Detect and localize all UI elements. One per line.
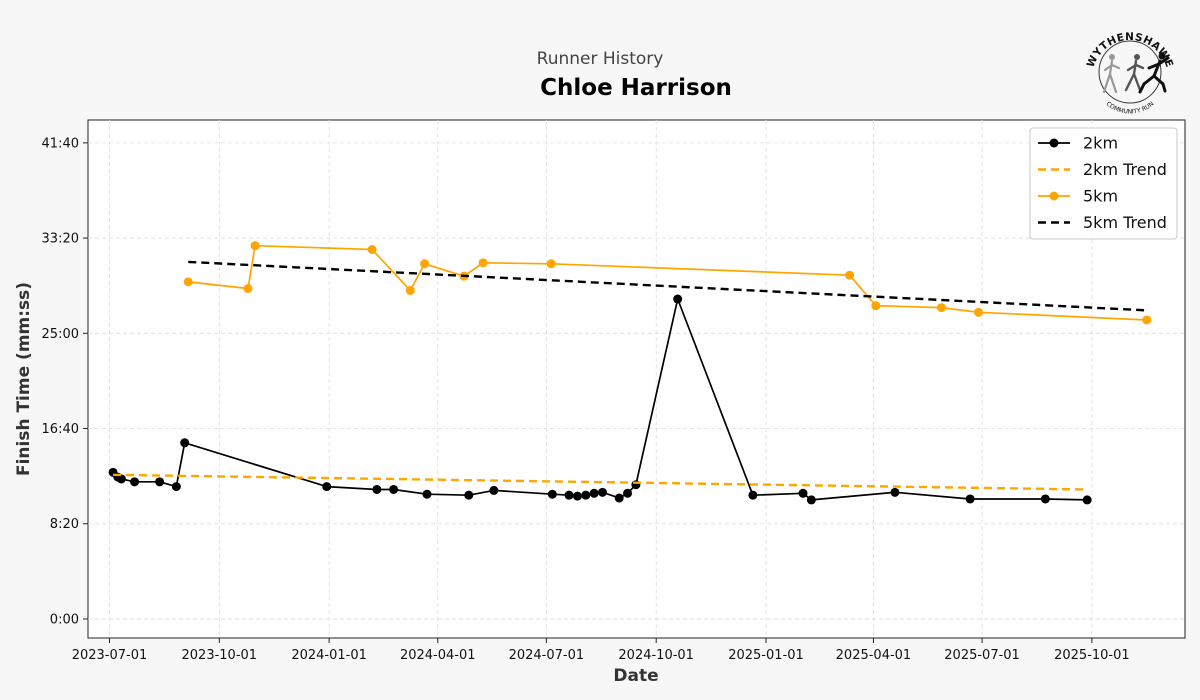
data-point-5km (546, 259, 556, 269)
series-line-5km (188, 244, 1147, 321)
legend-marker-2km (1049, 138, 1059, 148)
data-point-2km (489, 485, 499, 495)
data-point-5km (250, 241, 260, 251)
data-point-2km (372, 484, 382, 494)
legend-box (1029, 127, 1178, 240)
runner-silhouette-light-icon (1102, 54, 1121, 94)
series-line-2km-trend (113, 473, 1088, 491)
y-tick-label: 33:20 (42, 232, 79, 247)
x-tick-label: 2023-10-01 (182, 648, 258, 663)
data-point-2km (422, 489, 432, 499)
data-point-5km (973, 307, 983, 317)
data-point-2km (464, 490, 474, 500)
series-line-5km-trend (188, 260, 1147, 312)
data-point-5km (367, 245, 377, 254)
legend-marker-5km (1049, 191, 1059, 201)
logo-ring (1098, 40, 1162, 104)
x-tick-label: 2025-10-01 (1054, 648, 1130, 663)
data-point-2km (116, 474, 126, 484)
runner-silhouette-mid-icon (1124, 54, 1145, 92)
data-point-2km (798, 488, 808, 498)
legend: 2km 2km Trend 5km 5km Trend (1029, 127, 1178, 240)
data-point-2km (171, 482, 181, 492)
data-point-2km (130, 477, 140, 487)
data-point-2km (1040, 494, 1050, 504)
data-point-5km (420, 259, 430, 269)
y-tick-label: 16:40 (42, 422, 79, 437)
chart-subtitle: Runner History (537, 49, 664, 69)
data-point-2km (890, 487, 900, 497)
data-point-2km (322, 482, 332, 492)
data-point-2km (965, 494, 975, 504)
data-point-5km (871, 301, 881, 311)
y-axis-title: Finish Time (mm:ss) (14, 282, 34, 476)
x-tick-label: 2025-04-01 (836, 648, 912, 663)
data-point-5km (405, 285, 415, 295)
data-point-2km (1082, 495, 1092, 505)
y-tick-label: 25:00 (42, 327, 79, 342)
data-point-2km (614, 493, 624, 503)
data-point-5km (183, 277, 193, 287)
data-point-5km (936, 303, 946, 313)
data-point-2km (389, 484, 399, 494)
x-tick-label: 2024-04-01 (400, 648, 476, 663)
data-point-2km (180, 438, 190, 448)
legend-label-2km: 2km (1083, 134, 1118, 153)
runner-name-title: Chloe Harrison (540, 75, 732, 101)
legend-label-5km-trend: 5km Trend (1083, 213, 1167, 232)
y-tick-label: 41:40 (42, 136, 79, 151)
x-tick-label: 2023-07-01 (72, 648, 148, 663)
data-point-5km (243, 284, 253, 294)
x-tick-label: 2024-01-01 (291, 648, 367, 663)
data-point-2km (589, 488, 599, 498)
x-axis-title: Date (613, 666, 658, 686)
data-point-2km (547, 489, 557, 499)
plot-frame (87, 119, 1186, 639)
data-point-2km (597, 487, 607, 497)
data-point-5km (845, 270, 855, 280)
data-point-2km (155, 477, 165, 487)
data-point-2km (748, 490, 758, 500)
data-point-2km (581, 490, 591, 500)
data-point-5km (478, 258, 488, 268)
runner-silhouette-dark-icon (1138, 52, 1170, 94)
x-tick-label: 2024-10-01 (618, 648, 694, 663)
data-point-2km (564, 490, 574, 500)
data-point-2km (673, 294, 683, 304)
legend-label-5km: 5km (1083, 187, 1118, 206)
y-tick-label: 0:00 (50, 612, 79, 627)
data-point-2km (572, 491, 582, 501)
y-tick-label: 8:20 (50, 517, 79, 532)
data-point-5km (1142, 315, 1152, 325)
x-tick-label: 2024-07-01 (509, 648, 585, 663)
legend-label-2km-trend: 2km Trend (1083, 160, 1167, 179)
data-point-2km (623, 488, 633, 498)
x-tick-label: 2025-01-01 (728, 648, 804, 663)
x-tick-label: 2025-07-01 (944, 648, 1020, 663)
plot-area: 2023-07-01 2023-10-01 2024-01-01 2024-04-01… (42, 119, 1186, 663)
data-point-2km (806, 495, 816, 505)
